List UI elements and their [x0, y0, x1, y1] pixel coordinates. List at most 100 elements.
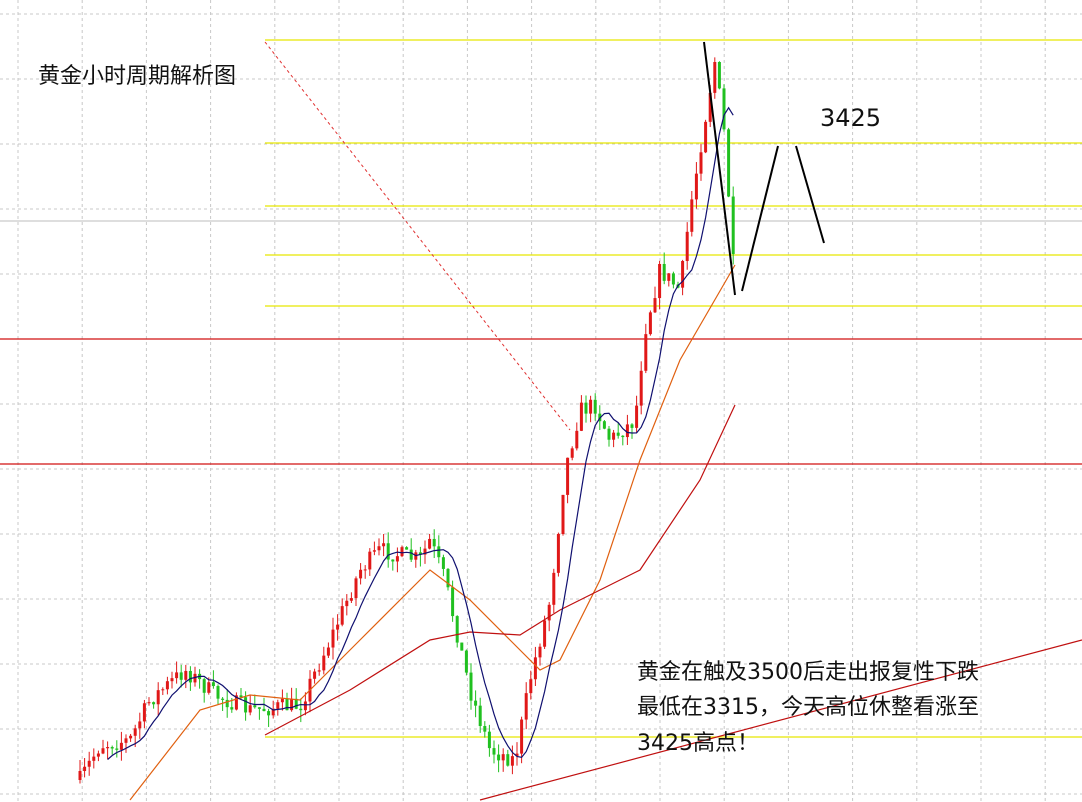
candle-body	[589, 399, 593, 414]
candle-body	[579, 402, 583, 431]
candle-body	[722, 88, 726, 130]
candle-body	[418, 552, 422, 555]
candle-body	[331, 629, 335, 648]
candle-body	[368, 551, 372, 570]
candle-body	[87, 760, 91, 767]
candle-body	[175, 672, 179, 679]
support-lines	[0, 338, 1082, 465]
candle-body	[336, 624, 340, 630]
candle-body	[124, 738, 128, 743]
candle-body	[575, 430, 579, 449]
candle-body	[556, 533, 560, 573]
candle-body	[515, 753, 519, 757]
candle-body	[382, 543, 386, 547]
candle-body	[667, 273, 671, 281]
candle-body	[694, 173, 698, 200]
candle-body	[156, 690, 160, 705]
candle-body	[106, 747, 110, 749]
candle-body	[276, 702, 280, 709]
candle-body	[533, 657, 537, 680]
candle-body	[658, 263, 662, 299]
price-label: 3425	[820, 104, 881, 132]
candle-body	[520, 719, 524, 754]
candle-body	[630, 424, 634, 428]
candle-body	[142, 703, 146, 722]
candle-body	[234, 695, 238, 710]
candle-body	[446, 568, 450, 588]
candle-body	[690, 199, 694, 232]
candle-body	[469, 672, 473, 701]
projection-line	[703, 41, 736, 296]
candle-body	[432, 538, 436, 547]
candle-body	[441, 557, 445, 569]
candle-body	[478, 705, 482, 727]
candle-body	[593, 399, 597, 414]
candle-body	[377, 546, 381, 551]
candle-body	[257, 707, 261, 709]
candle-body	[184, 670, 188, 680]
candle-body	[363, 569, 367, 571]
candle-body	[529, 679, 533, 694]
candle-body	[524, 693, 528, 720]
candle-body	[92, 756, 96, 761]
candle-body	[386, 543, 390, 560]
ma-orange	[129, 264, 736, 801]
candle-body	[294, 698, 298, 709]
candle-body	[280, 698, 284, 703]
candle-body	[230, 707, 234, 710]
candle-body	[110, 747, 114, 749]
candle-body	[290, 698, 294, 711]
candles	[78, 57, 735, 784]
candle-body	[653, 298, 657, 313]
candle-body	[138, 721, 142, 729]
candle-body	[170, 678, 174, 682]
candle-body	[152, 702, 156, 705]
candle-body	[147, 702, 151, 704]
candle-body	[492, 748, 496, 755]
candle-body	[704, 121, 708, 153]
candle-body	[133, 728, 137, 736]
projection	[703, 41, 825, 296]
candle-body	[216, 686, 220, 699]
candle-body	[547, 604, 551, 621]
candle-body	[271, 708, 275, 716]
candle-body	[119, 742, 123, 750]
candle-body	[584, 402, 588, 414]
candle-body	[460, 642, 464, 651]
candle-body	[423, 548, 427, 555]
candle-body	[497, 754, 501, 761]
candle-body	[349, 598, 353, 601]
candle-body	[188, 670, 192, 683]
candle-body	[612, 432, 616, 440]
candle-body	[313, 671, 317, 679]
candle-body	[244, 697, 248, 713]
candle-body	[317, 670, 321, 672]
candle-body	[96, 753, 100, 757]
candle-body	[193, 673, 197, 683]
candle-body	[699, 152, 703, 174]
trend-line	[479, 639, 1082, 801]
level-lines	[265, 39, 1082, 738]
candle-body	[239, 695, 243, 698]
candle-body	[253, 705, 257, 708]
candle-body	[303, 701, 307, 711]
candle-body	[340, 606, 344, 625]
candle-body	[165, 681, 169, 690]
candle-body	[483, 726, 487, 732]
projection-line	[795, 145, 825, 244]
candle-body	[681, 260, 685, 288]
candle-body	[552, 572, 556, 605]
candle-body	[221, 698, 225, 700]
candle-body	[566, 457, 570, 495]
candle-body	[101, 748, 105, 754]
candle-body	[359, 569, 363, 579]
candle-body	[671, 273, 675, 285]
candle-body	[717, 62, 721, 89]
annotation-line: 黄金在触及3500后走出报复性下跌	[637, 660, 979, 685]
ma-red	[264, 404, 736, 736]
candle-body	[451, 587, 455, 617]
annotation-line: 3425高点！	[637, 731, 759, 756]
candle-body	[474, 700, 478, 706]
candle-body	[644, 334, 648, 371]
